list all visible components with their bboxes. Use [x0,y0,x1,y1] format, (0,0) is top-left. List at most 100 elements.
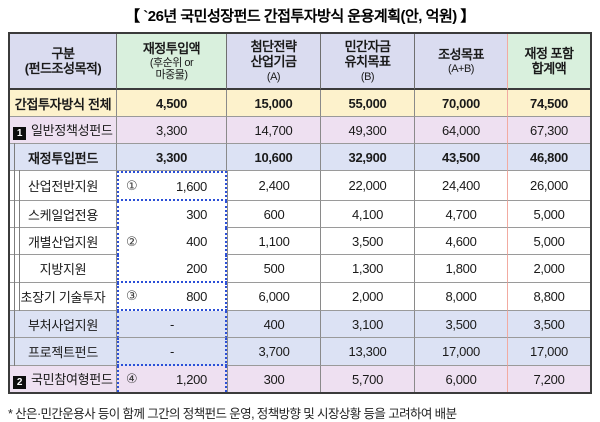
header-sublabel: (A+B) [448,63,474,76]
cell-value: 6,000 [227,283,321,311]
cell-value: 8,800 [508,283,590,311]
header-label: 민간자금 유치목표 [344,39,391,70]
fund-plan-table: 구분 (펀드조성목적) 재정투입액 (후순위 or 마중물) 첨단전략 산업기금(… [8,32,592,394]
circled-number-marker: ① [126,178,138,193]
row-fiscal-input-fund: 재정투입펀드 3,300 10,600 32,900 43,500 46,800 [10,143,590,171]
row-label-text: 일반정책성펀드 [31,123,113,138]
cell-value: 200 [186,260,207,276]
cell-fiscal-annotated: - [117,338,227,366]
header-label: 재정 포함 합계액 [524,45,574,76]
row-label: 초장기 기술투자 [10,282,117,311]
cell-value: 6,000 [415,366,508,392]
cell-fiscal-annotated: 200 [117,255,227,283]
header-sublabel: (B) [360,70,375,83]
cell-value: 3,100 [321,311,415,338]
header-formation-target: 조성목표 (A+B) [415,34,508,90]
header-strategic-fund: 첨단전략 산업기금 (A) [227,34,321,90]
row-label: 스케일업전용 [10,200,117,228]
cell-value: 15,000 [227,90,321,117]
cell-value: 74,500 [508,90,590,117]
row-ultra-longterm-tech-investment: 초장기 기술투자 ③ 800 6,000 2,000 8,000 8,800 [10,282,590,311]
cell-value: 1,100 [227,228,321,255]
cell-value: 22,000 [321,171,415,201]
cell-value: 3,500 [415,311,508,338]
cell-value: 10,600 [227,144,321,171]
row-regional-support: 지방지원 200 500 1,300 1,800 2,000 [10,254,590,283]
cell-value: 500 [227,255,321,283]
cell-value: 600 [227,201,321,228]
cell-value: 26,000 [508,171,590,201]
circled-number-marker: ③ [126,288,138,303]
cell-value: 13,300 [321,338,415,366]
row-total: 간접투자방식 전체 4,500 15,000 55,000 70,000 74,… [10,90,590,117]
row-label: 재정투입펀드 [10,143,117,171]
cell-value: 3,500 [508,311,590,338]
cell-value: 300 [227,366,321,392]
row-industry-wide-support: 산업전반지원 ① 1,600 2,400 22,000 24,400 26,000 [10,170,590,201]
row-label: 개별산업지원 [10,227,117,255]
cell-value: 67,300 [508,117,590,144]
cell-value: 17,000 [415,338,508,366]
cell-fiscal-annotated: ③ 800 [117,283,227,311]
cell-value: 300 [186,207,207,222]
header-label: 첨단전략 산업기금 [250,39,297,70]
cell-value: 64,000 [415,117,508,144]
number-badge: 2 [13,376,26,389]
cell-value: 8,000 [415,283,508,311]
cell-value: 1,200 [175,371,207,387]
row-ministry-project-support: 부처사업지원 - 400 3,100 3,500 3,500 [10,310,590,338]
cell-value: 400 [186,234,207,249]
cell-value: 3,300 [117,144,227,171]
cell-value: 70,000 [415,90,508,117]
cell-value: 5,000 [508,228,590,255]
cell-value: 3,700 [227,338,321,366]
cell-value: 2,000 [508,255,590,283]
cell-value: 1,800 [415,255,508,283]
cell-value: - [169,316,175,332]
cell-value: 4,700 [415,201,508,228]
cell-value: 4,500 [117,90,227,117]
circled-number-marker: ④ [126,371,138,386]
row-label: 산업전반지원 [10,170,117,201]
cell-value: 17,000 [508,338,590,366]
header-fiscal-input: 재정투입액 (후순위 or 마중물) [117,34,227,90]
header-private-capital: 민간자금 유치목표 (B) [321,34,415,90]
row-label: 2 국민참여형펀드 [10,366,117,392]
cell-value: 24,400 [415,171,508,201]
cell-fiscal-annotated: 300 [117,201,227,228]
cell-value: 400 [227,311,321,338]
page-title: 【 `26년 국민성장펀드 간접투자방식 운용계획(안, 억원) 】 [125,8,475,25]
footnote: * 산은·민간운용사 등이 함께 그간의 정책펀드 운영, 정책방향 및 시장상… [8,407,457,421]
cell-value: 3,300 [117,117,227,144]
cell-value: 4,100 [321,201,415,228]
cell-value: - [169,343,175,359]
header-label: 조성목표 [438,46,484,62]
cell-value: 3,500 [321,228,415,255]
cell-fiscal-annotated: ② 400 [117,228,227,255]
circled-number-marker: ② [126,233,138,249]
cell-fiscal-annotated: - [117,311,227,338]
header-row: 구분 (펀드조성목적) 재정투입액 (후순위 or 마중물) 첨단전략 산업기금(… [10,34,590,90]
cell-value: 5,000 [508,201,590,228]
header-category: 구분 (펀드조성목적) [10,34,117,90]
row-individual-industry-support: 개별산업지원 ② 400 1,100 3,500 4,600 5,000 [10,227,590,255]
header-label: 재정투입액 [142,40,201,56]
header-sublabel: (후순위 or 마중물) [149,57,194,82]
header-label: 구분 (펀드조성목적) [24,45,102,76]
cell-value: 2,400 [227,171,321,201]
number-badge: 1 [13,127,26,140]
cell-value: 1,600 [175,178,207,194]
cell-fiscal-annotated: ① 1,600 [117,171,227,201]
row-project-fund: 프로젝트펀드 - 3,700 13,300 17,000 17,000 [10,337,590,366]
row-label: 프로젝트펀드 [10,337,117,366]
cell-value: 5,700 [321,366,415,392]
header-total-incl-fiscal: 재정 포함 합계액 [508,34,590,90]
cell-value: 14,700 [227,117,321,144]
row-label: 지방지원 [10,254,117,283]
row-label: 간접투자방식 전체 [10,90,117,117]
row-label: 부처사업지원 [10,310,117,338]
row-scaleup-dedicated: 스케일업전용 300 600 4,100 4,700 5,000 [10,200,590,228]
row-public-participation-fund: 2 국민참여형펀드 ④ 1,200 300 5,700 6,000 7,200 [10,366,590,392]
cell-value: 7,200 [508,366,590,392]
cell-value: 800 [186,288,207,304]
